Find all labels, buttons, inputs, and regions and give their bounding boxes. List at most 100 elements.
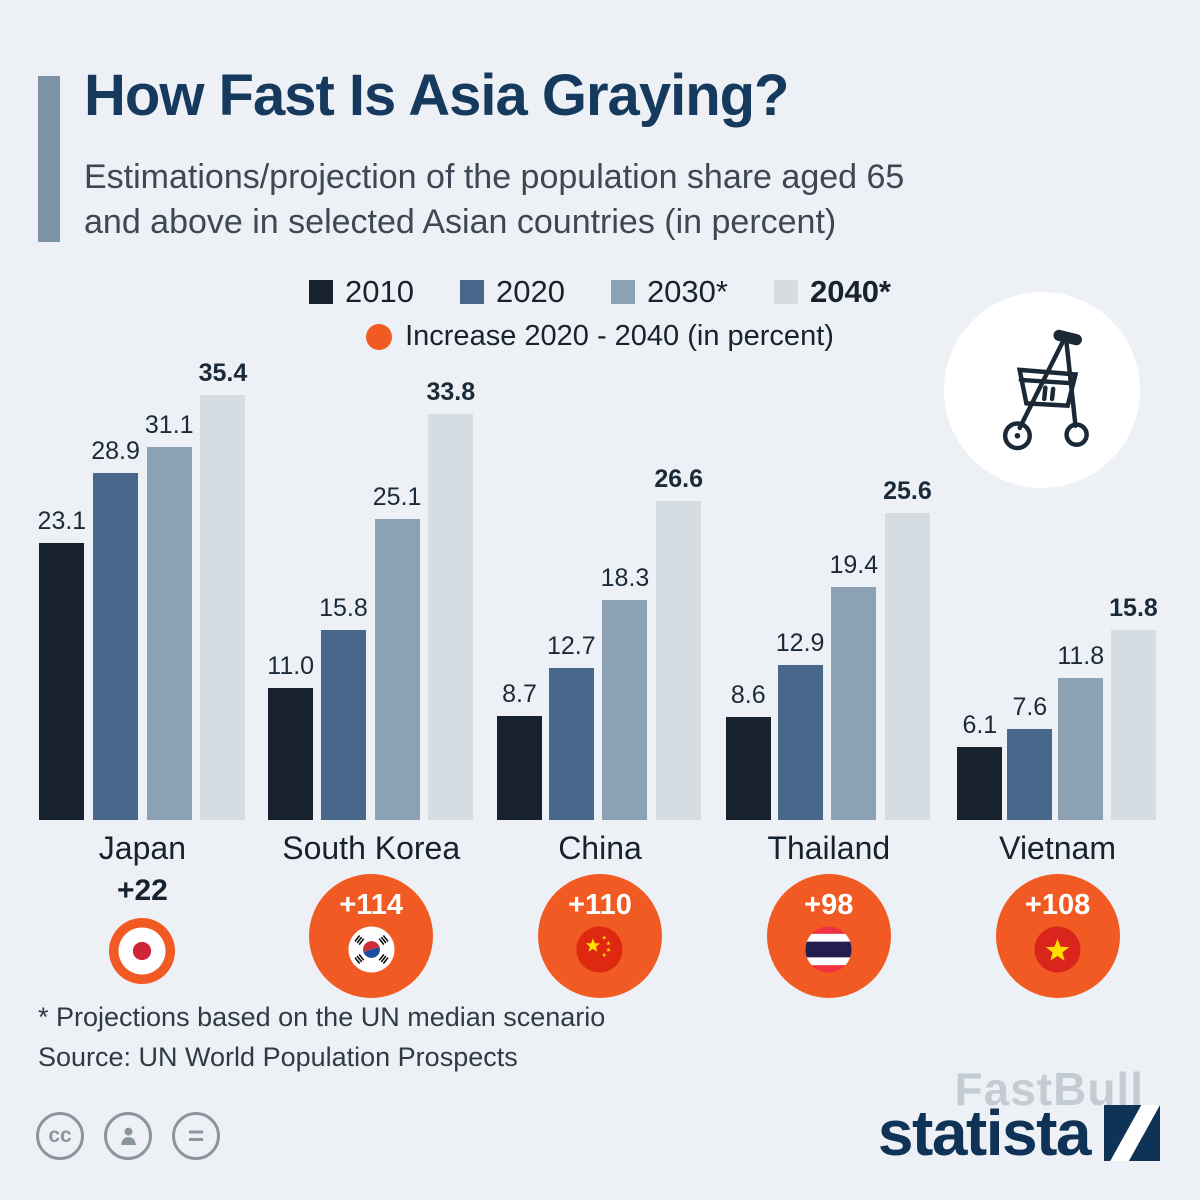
bar-rect — [200, 395, 246, 820]
bar-rect — [884, 512, 930, 820]
bar-value-label: 15.8 — [1109, 594, 1158, 623]
bar-value-label: 33.8 — [426, 378, 476, 407]
bar-rect — [1007, 728, 1053, 820]
country-label: China — [558, 830, 642, 866]
bar: 12.7 — [547, 632, 596, 820]
increase-badge: +114 — [257, 874, 486, 998]
bar-rect — [602, 600, 648, 820]
bar: 25.6 — [883, 477, 932, 820]
bar-rect — [93, 473, 139, 820]
legend-item: 2010 — [309, 274, 414, 310]
bar-value-label: 26.6 — [654, 464, 703, 493]
bar-rect — [656, 500, 702, 820]
bar: 15.8 — [1109, 594, 1158, 820]
bar: 28.9 — [91, 437, 140, 820]
increase-value: +108 — [1024, 889, 1091, 921]
bar: 8.7 — [496, 680, 542, 820]
bar-rect — [548, 667, 594, 820]
increase-circle: +114 — [309, 874, 434, 998]
attribution-person-icon — [104, 1112, 152, 1160]
country-label: Japan — [98, 830, 186, 866]
legend-item: 2020 — [459, 274, 565, 310]
legend-series: 2010 2020 2030* 2040* — [0, 274, 1200, 310]
bar-value-label: 19.4 — [829, 551, 879, 580]
rollator-walker-icon — [944, 292, 1140, 488]
bar: 35.4 — [198, 359, 248, 820]
legend-increase: Increase 2020 - 2040 (in percent) — [0, 320, 1200, 353]
bar: 12.9 — [775, 629, 825, 820]
legend-swatch-icon — [773, 280, 798, 304]
legend-label: 2020 — [495, 274, 565, 309]
bar: 19.4 — [829, 551, 878, 820]
increase-circle: +98 — [766, 874, 891, 998]
increase-badge: +108 — [943, 874, 1172, 998]
bar: 33.8 — [426, 378, 475, 820]
increase-dot-icon — [366, 323, 393, 350]
increase-badge: +110 — [486, 874, 715, 998]
increase-circle: +108 — [995, 874, 1120, 998]
bar-value-label: 31.1 — [144, 410, 194, 439]
legend-swatch-icon — [610, 280, 635, 304]
bar-rect — [496, 715, 542, 820]
bar-rect — [428, 414, 474, 820]
bar-rect — [320, 630, 366, 820]
country-labels: Japan South Korea China Thailand Vietnam — [28, 830, 1172, 867]
bar-rect — [1110, 630, 1156, 820]
bar-rect — [374, 518, 420, 820]
vietnam-flag-icon — [1034, 926, 1081, 973]
bar: 7.6 — [1007, 692, 1053, 820]
bar-value-label: 25.6 — [883, 476, 932, 505]
footnote: * Projections based on the UN median sce… — [38, 1002, 606, 1032]
bar-value-label: 6.1 — [962, 710, 998, 739]
bar-value-label: 7.6 — [1012, 692, 1048, 721]
bar-rect — [831, 587, 877, 820]
bar-group: 23.1 28.9 31.1 35.4 — [28, 352, 257, 820]
bar-value-label: 35.4 — [198, 359, 248, 388]
increase-value: +98 — [804, 889, 854, 921]
bar: 11.0 — [267, 652, 314, 820]
increase-value: +22 — [116, 874, 168, 907]
increase-legend-label: Increase 2020 - 2040 (in percent) — [405, 320, 834, 352]
increase-value: +114 — [339, 889, 404, 921]
subtitle-line-2: and above in selected Asian countries (i… — [84, 202, 837, 241]
subtitle-line-1: Estimations/projection of the population… — [84, 158, 905, 196]
statista-slash-icon — [1104, 1105, 1160, 1161]
legend-swatch-icon — [459, 280, 484, 304]
bar: 11.8 — [1057, 642, 1104, 820]
legend-label: 2010 — [345, 274, 414, 309]
legend-item: 2030* — [610, 274, 728, 310]
bar: 18.3 — [600, 564, 650, 820]
south-korea-flag-icon — [348, 926, 395, 973]
increase-circle: +110 — [537, 874, 662, 998]
bar-rect — [268, 688, 314, 820]
license-icons: cc = — [36, 1112, 220, 1160]
legend-label: 2040* — [809, 274, 891, 309]
bar: 26.6 — [654, 465, 703, 820]
bar-value-label: 11.8 — [1057, 642, 1105, 671]
bar-value-label: 12.7 — [546, 631, 596, 660]
bar-rect — [146, 446, 192, 820]
bar-value-label: 15.8 — [319, 594, 368, 623]
bar: 31.1 — [145, 411, 194, 820]
increase-badges: +22 +114 +110 +98 +108 — [28, 874, 1172, 998]
title-accent-bar — [38, 76, 60, 242]
country-label: Vietnam — [999, 830, 1116, 866]
bar-value-label: 11.0 — [267, 652, 315, 680]
bar-rect — [957, 746, 1003, 820]
bar-value-label: 18.3 — [600, 564, 650, 593]
bar-rect — [777, 665, 823, 820]
bar-rect — [39, 542, 85, 820]
bar-rect — [1058, 678, 1104, 820]
bar-value-label: 23.1 — [37, 506, 87, 535]
increase-value: +110 — [568, 889, 632, 921]
bar-value-label: 28.9 — [91, 437, 140, 466]
bar-group: 6.1 7.6 11.8 15.8 — [943, 352, 1172, 820]
bar-chart: 23.1 28.9 31.1 35.4 11.0 15.8 25.1 33.8 8.7 12.7 1… — [28, 352, 1172, 820]
bar: 15.8 — [319, 594, 368, 820]
bar-value-label: 12.9 — [775, 629, 825, 658]
creative-commons-icon: cc — [36, 1112, 84, 1160]
bar: 6.1 — [957, 710, 1003, 820]
no-derivatives-equals-icon: = — [172, 1112, 220, 1160]
bar-value-label: 25.1 — [372, 482, 422, 511]
